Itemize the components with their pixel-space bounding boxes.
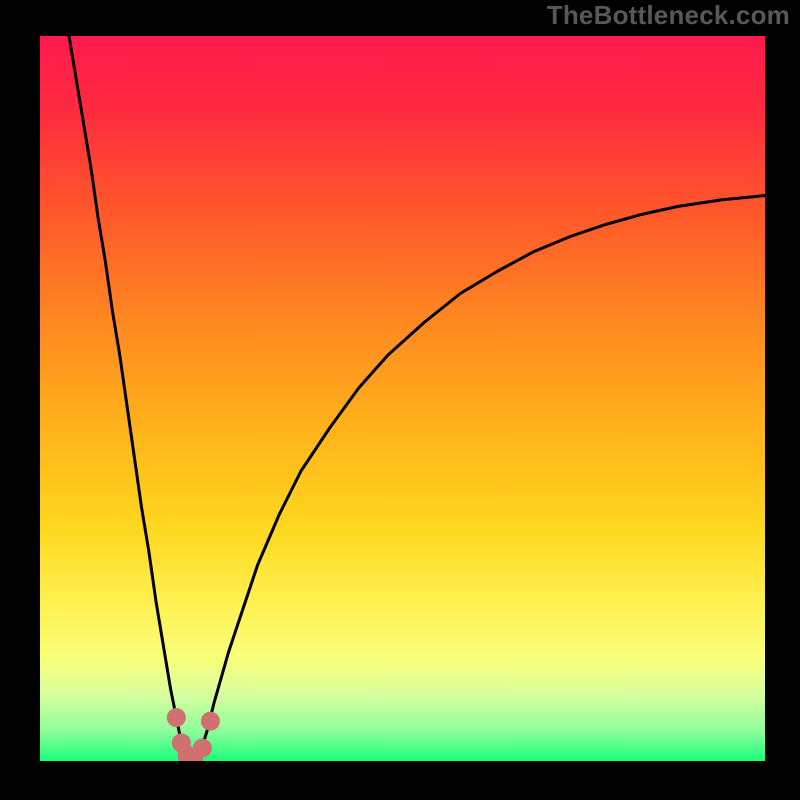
highlight-dot: [193, 739, 211, 757]
watermark-text: TheBottleneck.com: [547, 0, 790, 31]
highlight-dot: [167, 709, 185, 727]
gradient-background: [40, 36, 765, 761]
canvas: TheBottleneck.com: [0, 0, 800, 800]
plot-area: [40, 36, 765, 761]
highlight-dot: [201, 712, 219, 730]
chart-svg: [40, 36, 765, 761]
